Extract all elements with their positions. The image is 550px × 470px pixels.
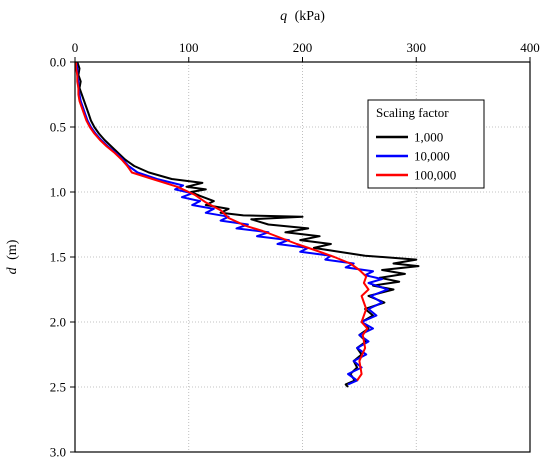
- y-axis-unit: (m): [5, 239, 20, 260]
- y-tick-label: 2.0: [50, 315, 66, 330]
- y-axis-var: d: [5, 266, 20, 274]
- x-axis-title: q (kPa): [280, 9, 325, 24]
- series-line-100000: [75, 62, 370, 382]
- y-tick-label: 0.5: [50, 120, 66, 135]
- series-line-10000: [75, 61, 389, 386]
- x-tick-label: 0: [72, 40, 79, 55]
- y-tick-label: 2.5: [50, 380, 66, 395]
- y-tick-label: 0.0: [50, 55, 66, 70]
- legend-label-100000: 100,000: [414, 168, 456, 183]
- x-axis-unit: (kPa): [295, 9, 326, 24]
- x-tick-label: 100: [179, 40, 199, 55]
- legend-label-10000: 10,000: [414, 149, 450, 164]
- grid: [75, 62, 530, 452]
- y-tick-label: 3.0: [50, 445, 66, 460]
- y-axis-ticks: 0.0 0.5 1.0 1.5 2.0 2.5 3.0: [50, 55, 75, 460]
- x-tick-label: 300: [407, 40, 427, 55]
- legend: Scaling factor 1,000 10,000 100,000: [367, 99, 485, 189]
- legend-label-1000: 1,000: [414, 130, 443, 145]
- x-tick-label: 400: [520, 40, 540, 55]
- x-axis-ticks: 0 100 200 300 400: [72, 40, 540, 62]
- x-axis-var: q: [280, 9, 287, 24]
- legend-title: Scaling factor: [376, 105, 449, 120]
- legend-items: 1,000 10,000 100,000: [376, 130, 456, 183]
- series-lines: [75, 61, 420, 388]
- y-axis-title: d (m): [5, 239, 20, 274]
- x-tick-label: 200: [293, 40, 313, 55]
- legend-box: [367, 99, 485, 189]
- y-tick-label: 1.5: [50, 250, 66, 265]
- y-tick-label: 1.0: [50, 185, 66, 200]
